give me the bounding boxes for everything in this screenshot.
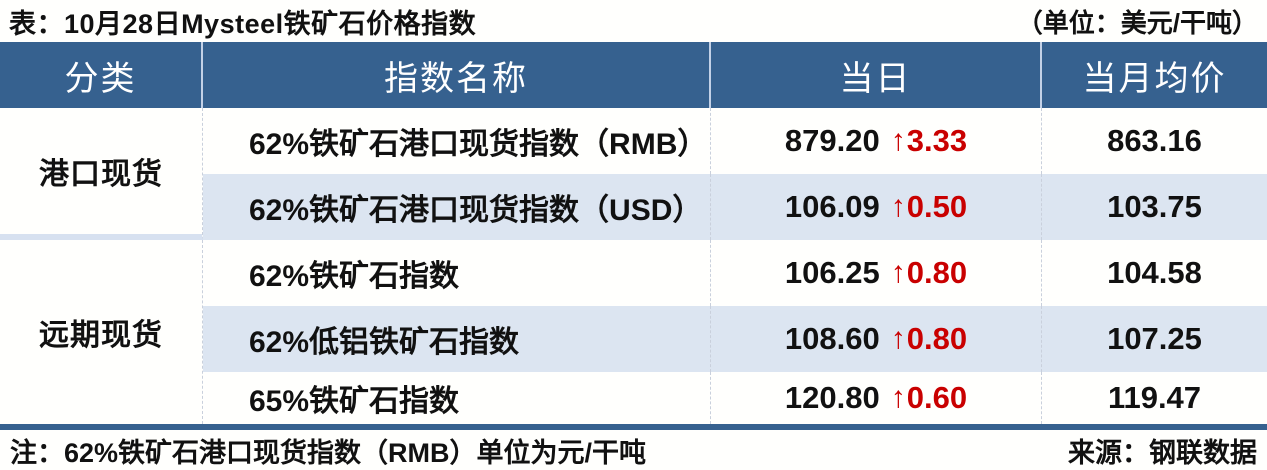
footnote: 注：62%铁矿石港口现货指数（RMB）单位为元/干吨: [10, 437, 647, 468]
today-value-cell: 879.20 ↑ 3.33: [711, 108, 1042, 174]
price-index-table: 分类 指数名称 当日 当月均价 港口现货 远期现货 62%铁矿石港口现货指数（R…: [0, 42, 1267, 424]
index-name-cell: 62%低铝铁矿石指数: [203, 306, 711, 372]
index-name-cell: 62%铁矿石指数: [203, 240, 711, 306]
column-header-monthly-avg: 当月均价: [1042, 42, 1267, 108]
column-header-index-name: 指数名称: [203, 42, 711, 108]
page-title: 表：10月28日Mysteel铁矿石价格指数: [9, 8, 477, 39]
column-header-category: 分类: [0, 42, 203, 108]
category-cell-port-spot: 港口现货: [0, 108, 203, 240]
change-value: 0.80: [906, 321, 968, 356]
up-arrow-icon: ↑: [890, 381, 906, 414]
footer-bar: 注：62%铁矿石港口现货指数（RMB）单位为元/干吨 来源：钢联数据: [0, 430, 1267, 470]
up-arrow-icon: ↑: [890, 190, 906, 223]
change-value: 0.60: [906, 380, 968, 415]
data-source: 来源：钢联数据: [1068, 437, 1257, 468]
today-value: 106.25: [784, 255, 880, 290]
change-value: 3.33: [906, 123, 968, 158]
change-value: 0.80: [906, 255, 968, 290]
today-value: 879.20: [784, 123, 880, 158]
title-bar: 表：10月28日Mysteel铁矿石价格指数 （单位：美元/干吨）: [0, 0, 1267, 42]
table-bottom-rule: [0, 424, 1267, 430]
up-arrow-icon: ↑: [890, 124, 906, 157]
category-cell-forward-spot: 远期现货: [0, 240, 203, 424]
monthly-avg-cell: 119.47: [1042, 372, 1267, 424]
index-name-cell: 62%铁矿石港口现货指数（RMB）: [203, 108, 711, 174]
up-arrow-icon: ↑: [890, 256, 906, 289]
today-value: 106.09: [784, 189, 880, 224]
monthly-avg-cell: 103.75: [1042, 174, 1267, 240]
today-value-cell: 106.09 ↑ 0.50: [711, 174, 1042, 240]
change-value: 0.50: [906, 189, 968, 224]
monthly-avg-cell: 107.25: [1042, 306, 1267, 372]
today-value-cell: 120.80 ↑ 0.60: [711, 372, 1042, 424]
today-value-cell: 108.60 ↑ 0.80: [711, 306, 1042, 372]
column-header-today: 当日: [711, 42, 1042, 108]
today-value: 120.80: [784, 380, 880, 415]
monthly-avg-cell: 863.16: [1042, 108, 1267, 174]
index-name-cell: 62%铁矿石港口现货指数（USD）: [203, 174, 711, 240]
today-value: 108.60: [784, 321, 880, 356]
index-name-cell: 65%铁矿石指数: [203, 372, 711, 424]
unit-label: （单位：美元/干吨）: [1016, 7, 1258, 38]
today-value-cell: 106.25 ↑ 0.80: [711, 240, 1042, 306]
up-arrow-icon: ↑: [890, 322, 906, 355]
monthly-avg-cell: 104.58: [1042, 240, 1267, 306]
